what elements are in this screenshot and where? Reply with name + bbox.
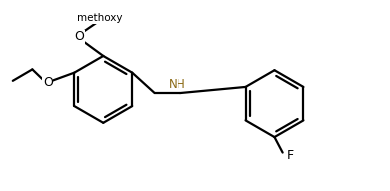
Text: N: N bbox=[168, 78, 177, 91]
Text: H: H bbox=[176, 78, 185, 91]
Text: methoxy: methoxy bbox=[77, 13, 122, 23]
Text: O: O bbox=[74, 30, 84, 43]
Text: O: O bbox=[43, 76, 53, 89]
Text: F: F bbox=[286, 149, 294, 162]
